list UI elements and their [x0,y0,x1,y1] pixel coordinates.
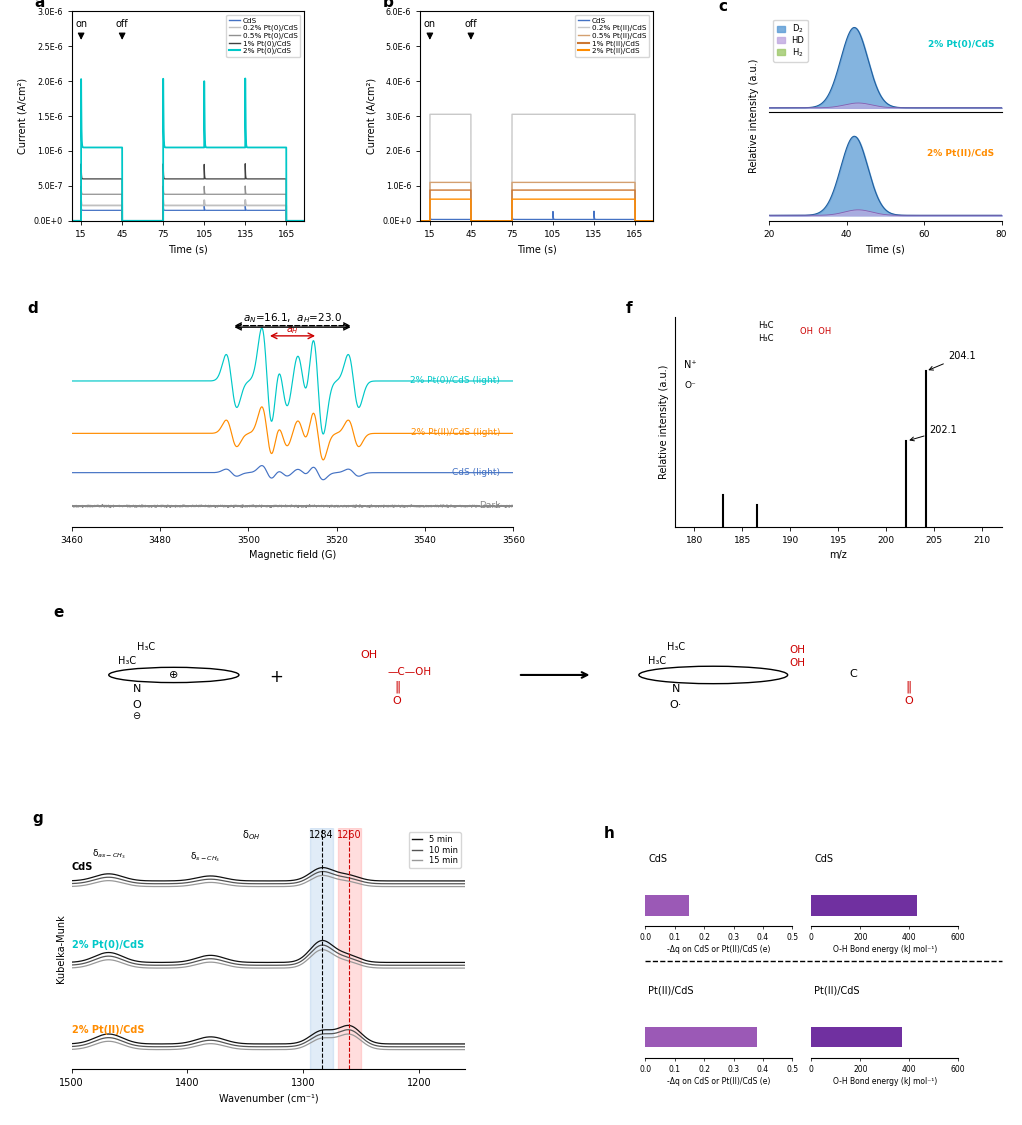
Text: ⊖: ⊖ [133,711,141,720]
Bar [645,1027,757,1047]
Text: Pt(II)/CdS: Pt(II)/CdS [648,986,694,996]
Text: Pt(II)/CdS: Pt(II)/CdS [815,986,860,996]
Text: δ$_{OH}$: δ$_{OH}$ [242,828,261,843]
X-axis label: Wavenumber (cm⁻¹): Wavenumber (cm⁻¹) [219,1094,318,1104]
Bar [645,896,690,916]
Text: N: N [671,684,681,694]
Legend: 5 min, 10 min, 15 min: 5 min, 10 min, 15 min [409,831,461,868]
Text: off: off [115,19,129,29]
Text: 2% Pt(0)/CdS: 2% Pt(0)/CdS [928,39,994,48]
Text: —C—OH: —C—OH [387,667,432,677]
Bar [811,1027,902,1047]
Text: O·: O· [669,700,683,710]
Legend: D$_2$, HD, H$_2$: D$_2$, HD, H$_2$ [774,19,807,62]
Text: CdS (light): CdS (light) [452,468,500,477]
Text: C: C [849,669,856,680]
X-axis label: Time (s): Time (s) [866,244,905,254]
Legend: CdS, 0.2% Pt(0)/CdS, 0.5% Pt(0)/CdS, 1% Pt(0)/CdS, 2% Pt(0)/CdS: CdS, 0.2% Pt(0)/CdS, 0.5% Pt(0)/CdS, 1% … [226,15,300,57]
Text: off: off [465,19,477,29]
Text: +: + [269,668,283,686]
Text: c: c [717,0,727,14]
Text: ⊕: ⊕ [170,670,179,680]
Text: Dark: Dark [479,501,500,510]
Text: OH: OH [789,645,805,655]
X-axis label: O-H Bond energy (kJ mol⁻¹): O-H Bond energy (kJ mol⁻¹) [833,1077,937,1086]
Text: $a_H$: $a_H$ [286,324,299,336]
Text: N: N [133,684,141,694]
X-axis label: -Δq on CdS or Pt(II)/CdS (e): -Δq on CdS or Pt(II)/CdS (e) [667,945,771,954]
Text: 2% Pt(II)/CdS: 2% Pt(II)/CdS [72,1025,144,1035]
Text: 2% Pt(0)/CdS (light): 2% Pt(0)/CdS (light) [411,376,500,385]
Text: δ$_{as-CH_3}$: δ$_{as-CH_3}$ [92,847,126,861]
Text: O: O [132,700,141,710]
Text: OH: OH [789,658,805,668]
Text: CdS: CdS [648,854,667,864]
Text: e: e [53,605,63,620]
Text: CdS: CdS [815,854,833,864]
Text: on: on [75,19,87,29]
X-axis label: Time (s): Time (s) [517,244,556,254]
Y-axis label: Current (A/cm²): Current (A/cm²) [17,78,28,154]
X-axis label: Time (s): Time (s) [168,244,207,254]
Text: O: O [392,696,402,706]
X-axis label: -Δq on CdS or Pt(II)/CdS (e): -Δq on CdS or Pt(II)/CdS (e) [667,1077,771,1086]
Text: d: d [28,300,38,316]
Bar [310,828,333,1069]
Text: h: h [604,826,615,840]
Text: 202.1: 202.1 [911,425,958,441]
Text: ‖: ‖ [393,681,401,693]
X-axis label: m/z: m/z [830,550,847,560]
Text: Relative intensity (a.u.): Relative intensity (a.u.) [749,58,758,173]
X-axis label: Magnetic field (G): Magnetic field (G) [249,550,336,560]
Text: 1260: 1260 [337,830,362,840]
Y-axis label: Relative intensity (a.u.): Relative intensity (a.u.) [659,364,669,479]
Text: 2% Pt(0)/CdS: 2% Pt(0)/CdS [72,939,144,950]
Text: 1284: 1284 [310,830,334,840]
Text: H₃C: H₃C [667,642,685,651]
Text: f: f [625,300,633,316]
Text: δ$_{s-CH_3}$: δ$_{s-CH_3}$ [190,850,220,864]
Legend: CdS, 0.2% Pt(II)/CdS, 0.5% Pt(II)/CdS, 1% Pt(II)/CdS, 2% Pt(II)/CdS: CdS, 0.2% Pt(II)/CdS, 0.5% Pt(II)/CdS, 1… [575,15,649,57]
Bar [338,828,361,1069]
Y-axis label: Kubelka-Munk: Kubelka-Munk [56,914,66,982]
Text: 204.1: 204.1 [929,351,976,370]
Text: b: b [383,0,393,10]
Text: ‖: ‖ [905,681,912,693]
X-axis label: O-H Bond energy (kJ mol⁻¹): O-H Bond energy (kJ mol⁻¹) [833,945,937,954]
Text: on: on [424,19,436,29]
Bar [811,896,917,916]
Text: H₃C: H₃C [137,642,155,651]
Text: $a_N$=16.1,  $a_H$=23.0: $a_N$=16.1, $a_H$=23.0 [243,312,342,325]
Text: OH: OH [361,649,378,659]
Text: H₃C: H₃C [648,656,666,666]
Text: O: O [904,696,913,706]
Y-axis label: Current (A/cm²): Current (A/cm²) [367,78,376,154]
Text: a: a [35,0,45,10]
Text: g: g [32,811,43,826]
Text: 2% Pt(II)/CdS: 2% Pt(II)/CdS [927,148,994,158]
Text: CdS: CdS [72,863,93,872]
Text: 2% Pt(II)/CdS (light): 2% Pt(II)/CdS (light) [411,429,500,438]
Text: H₃C: H₃C [119,656,136,666]
